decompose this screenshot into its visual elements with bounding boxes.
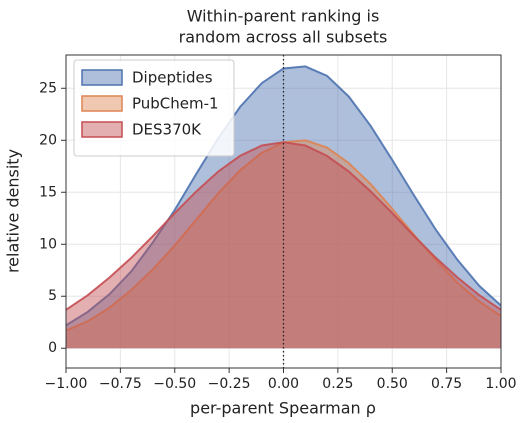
legend-label: DES370K: [132, 121, 202, 139]
legend-label: PubChem-1: [132, 95, 219, 113]
chart-title: Within-parent ranking is: [187, 7, 380, 26]
chart-title: random across all subsets: [179, 28, 388, 47]
x-tick-label: −1.00: [45, 376, 88, 392]
y-axis-label: relative density: [4, 149, 23, 273]
legend-box: [73, 59, 235, 157]
y-tick-label: 10: [39, 236, 57, 252]
x-tick-label: −0.25: [208, 376, 251, 392]
x-tick-label: 0.00: [268, 376, 299, 392]
x-tick-label: 0.25: [322, 376, 353, 392]
legend-label: Dipeptides: [132, 69, 213, 87]
x-axis-label: per-parent Spearman ρ: [190, 399, 376, 418]
y-tick-label: 5: [48, 288, 57, 304]
y-tick-label: 0: [48, 340, 57, 356]
y-tick-label: 15: [39, 184, 57, 200]
x-tick-label: −0.75: [99, 376, 142, 392]
y-tick-label: 20: [39, 132, 57, 148]
legend-swatch: [81, 69, 123, 86]
legend: Dipeptides PubChem-1 DES370K: [73, 59, 235, 157]
line: [65, 141, 502, 311]
y-tick-label: 25: [39, 80, 57, 96]
x-tick-label: 0.50: [377, 376, 408, 392]
x-tick-label: 1.00: [485, 376, 516, 392]
area: [66, 142, 501, 349]
x-tick-label: 0.75: [431, 376, 462, 392]
legend-swatch: [81, 95, 123, 112]
plot-frame: [65, 54, 502, 369]
legend-swatch: [81, 121, 123, 138]
x-tick-label: −0.50: [153, 376, 196, 392]
